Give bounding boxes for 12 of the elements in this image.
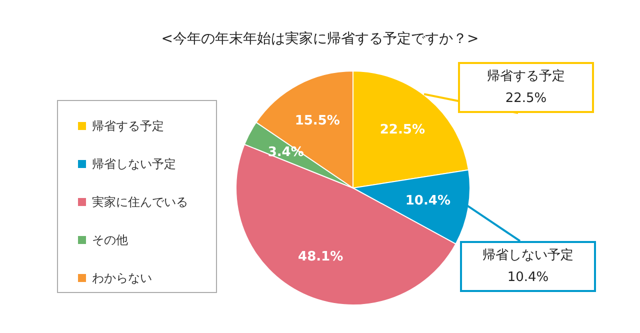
legend-label: 帰省する予定 [92, 118, 164, 134]
data-label: 22.5% [380, 122, 425, 138]
data-label: 10.4% [405, 193, 450, 208]
legend-label: 帰省しない予定 [92, 156, 176, 172]
legend-label: わからない [92, 270, 152, 286]
text: 帰省する予定 22.5% [486, 68, 566, 108]
data-label: 15.5% [294, 113, 340, 128]
legend-label: その他 [92, 232, 128, 248]
legend-label: 実家に住んでいる [92, 194, 188, 210]
data-label: 48.1% [298, 249, 344, 264]
chart-title: <今年の年末年始は実家に帰省する予定ですか？> [160, 30, 480, 48]
text: 帰省しない予定 10.4% [482, 246, 574, 286]
